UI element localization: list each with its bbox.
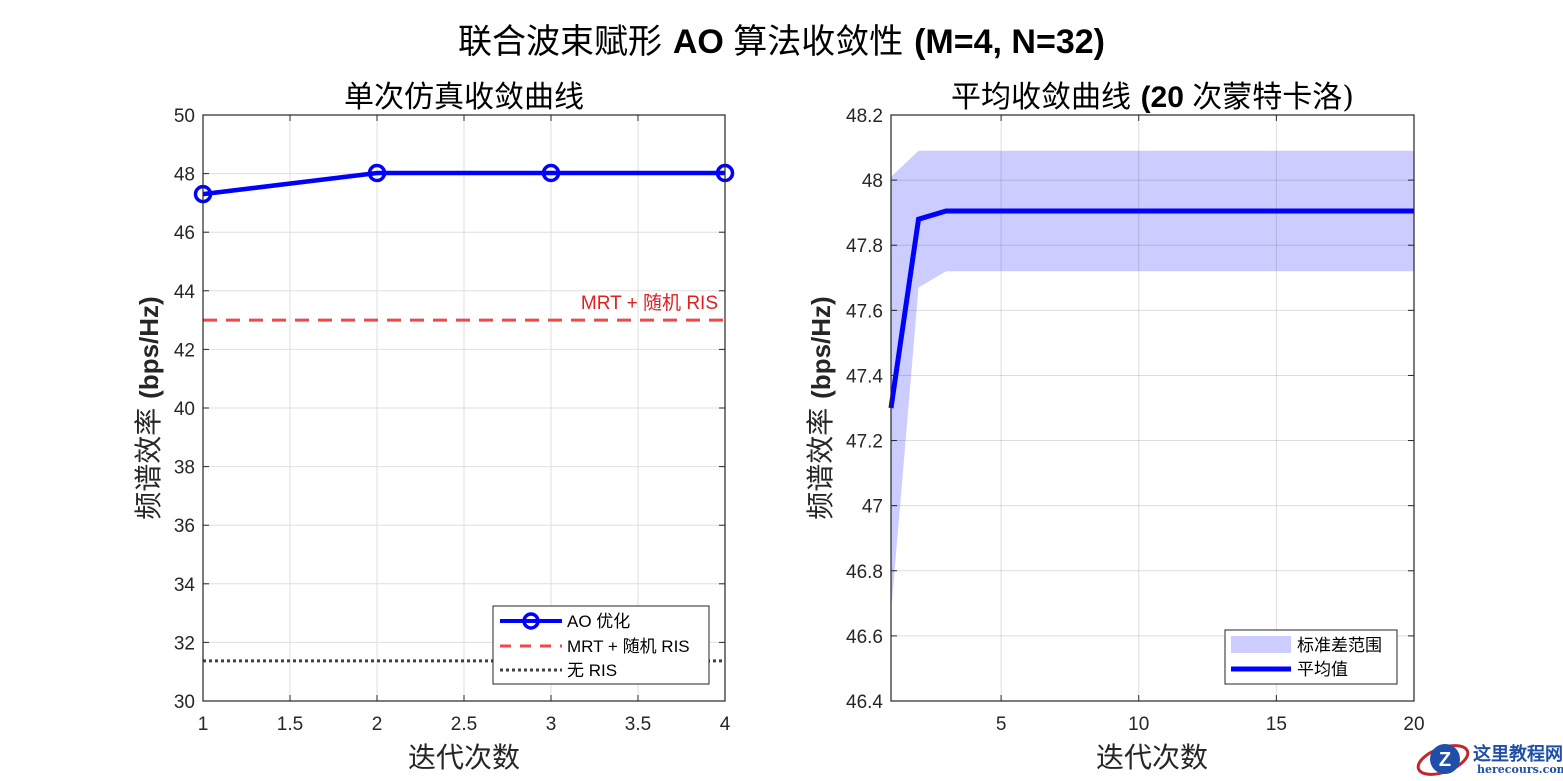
right-plot-title-part: (20 [1140,81,1193,114]
left-plot-title: 单次仿真收敛曲线 [344,80,584,115]
left-legend: AO 优化 MRT + 随机 RIS 无 RIS [492,605,710,685]
x-tick-label: 2 [372,714,383,735]
x-tick-label: 15 [1266,714,1287,735]
right-legend: 标准差范围 平均值 [1224,629,1398,685]
y-tick-label: 46 [174,223,195,244]
y-tick-label: 46.4 [846,692,883,713]
x-tick-label: 3.5 [625,714,651,735]
x-tick-label: 10 [1128,714,1149,735]
ao-optimization-line [202,170,725,197]
legend-band-label: 标准差范围 [1297,636,1382,656]
figure-title: 联合波束赋形 AO 算法收敛性 (M=4, N=32) [0,14,1563,63]
y-tick-label: 48.2 [846,106,883,127]
right-x-label: 迭代次数 [1096,741,1208,774]
legend-mean-label: 平均值 [1297,660,1348,680]
left-ticks: 1 1.5 2 2.5 3 3.5 4 30 32 34 36 38 40 42 44 46 48 50 [174,106,731,735]
std-band-area [891,150,1414,614]
left-plot: MRT + 随机 RIS 1 1.5 2 2.5 3 3.5 4 30 32 34 36 38 40 42… [132,106,735,774]
y-tick-label: 40 [174,399,195,420]
y-tick-label: 47.4 [846,366,883,387]
legend-ao-label: AO 优化 [567,612,630,631]
watermark-name: 这里教程网 [1473,744,1563,765]
legend-ao-marker-icon [522,612,540,630]
figure-title-part: (M=4, N=32) [914,23,1105,61]
y-tick-label: 44 [174,282,196,303]
y-tick-label: 47.2 [846,432,883,453]
legend-band-swatch [1231,636,1291,653]
x-tick-label: 1 [198,714,209,735]
right-plot: 5 10 15 20 46.4 46.6 46.8 47 47.2 47.4 47.6 47.8 48 4… [804,106,1425,774]
x-tick-label: 3 [546,714,557,735]
y-tick-label: 32 [174,633,195,654]
x-tick-label: 2.5 [451,714,477,735]
y-tick-label: 42 [174,340,195,361]
svg-text:Z: Z [1439,749,1451,771]
y-tick-label: 34 [174,575,196,596]
figure-title-part: 联合波束赋形 [458,22,673,62]
right-ticks: 5 10 15 20 46.4 46.6 46.8 47 47.2 47.4 47.6 47.8 48 4… [846,106,1425,735]
watermark-url: herecours.com [1477,763,1563,776]
y-tick-label: 50 [174,106,195,127]
ao-marker-icon [541,163,561,183]
y-tick-label: 48 [862,171,883,192]
y-tick-label: 46.6 [846,627,883,648]
right-plot-title: 平均收敛曲线 (20 次蒙特卡洛) [891,72,1414,116]
x-tick-label: 1.5 [277,714,303,735]
y-tick-label: 46.8 [846,562,883,583]
mean-line [888,208,1414,409]
y-tick-label: 47.6 [846,301,883,322]
legend-noris-label: 无 RIS [567,661,617,680]
right-axes-box [890,114,1415,702]
watermark-logo: Z 这里教程网 herecours.com [1413,738,1563,781]
y-tick-label: 47.8 [846,236,883,257]
y-tick-label: 38 [174,458,195,479]
x-tick-label: 4 [720,714,731,735]
ao-marker-icon [367,163,387,183]
right-plot-title-part: 平均收敛曲线 [951,80,1141,115]
watermark-z-icon: Z [1416,744,1470,776]
figure-title-part: 算法收敛性 [733,22,915,62]
y-tick-label: 48 [174,165,195,186]
mrt-annotation: MRT + 随机 RIS [581,292,718,314]
x-tick-label: 20 [1403,714,1424,735]
right-y-label: 频谱效率 (bps/Hz) [804,296,837,519]
figure-title-part: AO [672,23,734,61]
y-tick-label: 30 [174,692,195,713]
legend-mrt-label: MRT + 随机 RIS [567,637,690,656]
x-tick-label: 5 [996,714,1007,735]
right-plot-title-part: 次蒙特卡洛) [1192,80,1354,115]
left-x-label: 迭代次数 [408,741,520,774]
y-tick-label: 47 [862,497,883,518]
left-y-label: 频谱效率 (bps/Hz) [132,296,165,519]
y-tick-label: 36 [174,516,195,537]
